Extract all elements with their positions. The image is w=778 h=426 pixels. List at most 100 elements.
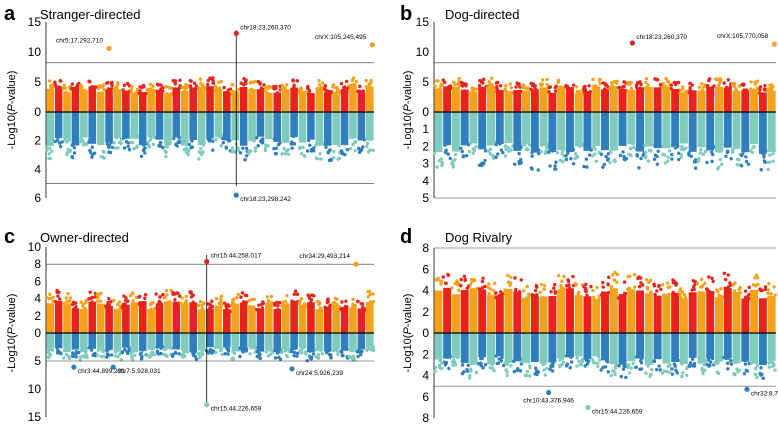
- snp-point-top: [683, 90, 687, 94]
- snp-point-bottom: [608, 160, 612, 165]
- snp-point-bottom: [745, 358, 750, 362]
- snp-point-top: [615, 79, 619, 84]
- snp-point-bottom: [327, 149, 331, 153]
- signal-band-top: [214, 89, 223, 112]
- snp-point-top: [649, 290, 653, 294]
- signal-band-bottom: [706, 333, 715, 359]
- snp-point-top: [292, 83, 296, 88]
- signal-band-top: [155, 303, 164, 333]
- y-tick-top: 8: [34, 257, 41, 271]
- peak-label: chr15:44,258,017: [211, 253, 262, 260]
- snp-point-top: [205, 82, 210, 87]
- snp-point-top: [214, 297, 219, 301]
- snp-point-top: [361, 89, 366, 93]
- snp-point-top: [560, 279, 564, 283]
- snp-point-top: [711, 279, 715, 284]
- signal-band-top: [180, 303, 189, 333]
- snp-point-top: [717, 83, 721, 87]
- snp-point-top: [665, 281, 670, 285]
- signal-band-bottom: [741, 112, 750, 153]
- snp-point-top: [707, 275, 711, 279]
- snp-point-bottom: [265, 135, 270, 139]
- snp-point-bottom: [280, 346, 285, 351]
- snp-point-bottom: [474, 370, 479, 375]
- snp-point-top: [226, 302, 230, 307]
- signal-band-bottom: [164, 333, 172, 350]
- snp-point-bottom: [66, 348, 71, 352]
- snp-point-top: [351, 297, 355, 302]
- snp-point-bottom: [750, 150, 755, 155]
- y-tick-top: 15: [28, 15, 42, 29]
- snp-point-top: [695, 282, 700, 286]
- signal-band-top: [574, 93, 583, 112]
- signal-band-top: [273, 308, 282, 333]
- snp-point-top: [106, 87, 111, 91]
- snp-point-top: [508, 281, 513, 285]
- snp-point-bottom: [172, 136, 176, 141]
- snp-point-top: [208, 306, 212, 310]
- snp-point-top: [248, 81, 253, 85]
- y-tick-bottom: 2: [422, 347, 429, 361]
- snp-point-top: [542, 287, 546, 291]
- signal-band-top: [451, 86, 460, 112]
- snp-point-top: [202, 301, 206, 305]
- snp-point-top: [632, 273, 637, 277]
- snp-point-bottom: [684, 146, 688, 150]
- snp-point-top: [723, 286, 727, 290]
- snp-point-bottom: [355, 350, 360, 354]
- snp-point-top: [47, 79, 52, 83]
- y-tick-bottom: 15: [28, 410, 42, 424]
- signal-band-top: [340, 307, 349, 333]
- snp-point-top: [672, 80, 677, 85]
- snp-point-bottom: [460, 149, 464, 154]
- snp-point-bottom: [438, 366, 442, 370]
- snp-point-top: [491, 288, 496, 293]
- snp-point-top: [128, 294, 133, 298]
- signal-band-bottom: [688, 112, 697, 152]
- snp-point-bottom: [139, 154, 144, 159]
- snp-point-bottom: [773, 368, 777, 372]
- snp-point-bottom: [491, 361, 495, 366]
- signal-band-top: [548, 92, 557, 112]
- snp-point-top: [164, 288, 169, 293]
- signal-band-top: [495, 89, 504, 112]
- signal-band-bottom: [522, 112, 531, 144]
- snp-point-bottom: [564, 157, 569, 162]
- signal-band-bottom: [478, 333, 487, 358]
- snp-point-top: [188, 84, 193, 88]
- snp-point-bottom: [274, 146, 279, 150]
- snp-point-bottom: [336, 352, 340, 357]
- snp-point-top: [79, 89, 84, 94]
- signal-band-top: [307, 93, 315, 112]
- peak-label: chr15:44,226,659: [592, 408, 643, 415]
- snp-point-top: [70, 86, 74, 90]
- snp-point-top: [627, 290, 632, 295]
- signal-band-bottom: [349, 333, 357, 353]
- signal-band-top: [239, 302, 248, 333]
- snp-point-top: [691, 278, 695, 283]
- snp-point-top: [84, 298, 89, 303]
- signal-band-top: [80, 308, 88, 333]
- snp-point-bottom: [321, 142, 325, 146]
- snp-point-bottom: [501, 363, 506, 368]
- signal-band-bottom: [469, 112, 478, 144]
- snp-point-bottom: [318, 152, 322, 156]
- snp-point-top: [178, 78, 182, 82]
- snp-point-bottom: [744, 159, 749, 164]
- signal-band-top: [504, 288, 513, 333]
- snp-point-bottom: [710, 146, 714, 151]
- signal-band-bottom: [679, 333, 688, 364]
- snp-point-bottom: [628, 146, 633, 151]
- snp-point-bottom: [278, 357, 283, 362]
- snp-point-bottom: [292, 346, 297, 351]
- snp-point-bottom: [564, 354, 569, 358]
- signal-band-top: [767, 90, 776, 112]
- signal-band-bottom: [592, 333, 601, 357]
- signal-band-top: [469, 288, 478, 333]
- snp-point-bottom: [571, 147, 576, 152]
- snp-point-top: [653, 292, 657, 297]
- snp-point-top: [646, 83, 650, 87]
- signal-band-bottom: [46, 112, 55, 146]
- snp-point-top: [368, 300, 373, 304]
- snp-point-top: [529, 87, 533, 91]
